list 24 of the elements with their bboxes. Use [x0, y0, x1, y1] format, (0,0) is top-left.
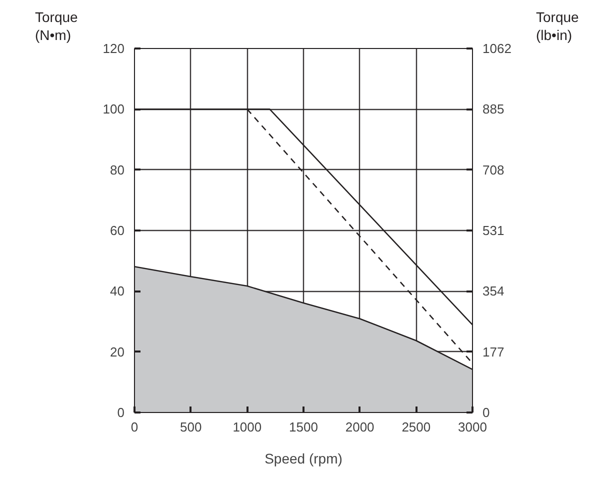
y2-tick-label: 1062 [482, 41, 512, 56]
y2-tick-label: 177 [482, 344, 504, 360]
y-tick-label: 80 [110, 162, 125, 178]
x-tick-label: 1500 [289, 420, 318, 434]
y-tick-label: 100 [102, 102, 125, 117]
x-tick-label: 2000 [345, 420, 374, 434]
y-tick-label: 40 [110, 284, 125, 299]
x-tick-label: 500 [180, 420, 202, 434]
y-tick-label: 20 [110, 344, 125, 360]
y2-tick-label: 531 [482, 223, 504, 238]
x-axis-title: Speed (rpm) [264, 450, 342, 466]
x-tick-label: 0 [130, 420, 138, 434]
y-axis-title: Torque (N•m) [35, 8, 78, 44]
y-tick-label: 120 [102, 41, 125, 56]
y2-tick-label: 0 [482, 405, 490, 420]
x-tick-label: 2500 [402, 420, 431, 434]
x-tick-label: 1000 [232, 420, 262, 434]
x-tick-label: 3000 [458, 420, 487, 434]
y2-axis-title: Torque (lb•in) [536, 8, 579, 44]
y2-tick-label: 708 [482, 162, 504, 178]
y-tick-label: 60 [110, 223, 125, 238]
y2-tick-label: 354 [482, 284, 504, 299]
y2-tick-label: 885 [482, 102, 504, 117]
y-tick-label: 0 [117, 405, 125, 420]
